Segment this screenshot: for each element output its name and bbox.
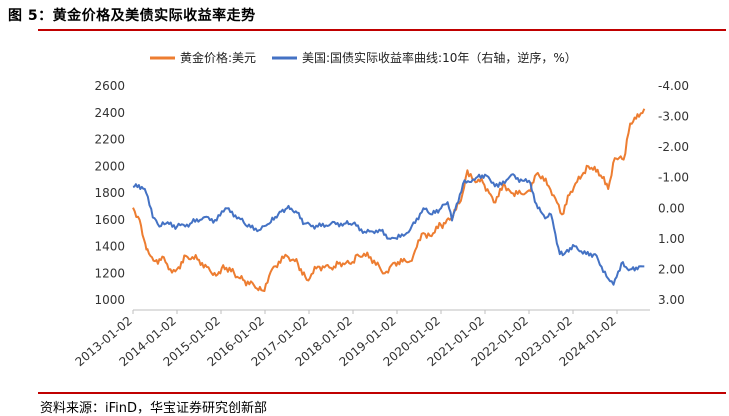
left-tick-label: 2400 [94,106,125,120]
left-axis-ticks: 2600 2400 2200 2000 1800 1600 1400 1200 1000 [94,79,125,307]
source-rule [38,392,726,394]
right-tick-label: -4.00 [658,79,689,93]
right-tick-label: 1.00 [658,232,685,246]
series-layer [132,108,646,292]
left-tick-label: 2200 [94,133,125,147]
legend-label-gold: 黄金价格:美元 [180,50,256,65]
left-tick-label: 1400 [94,240,125,254]
legend-label-yield: 美国:国债实际收益率曲线:10年（右轴，逆序，%） [302,50,577,65]
legend: 黄金价格:美元 美国:国债实际收益率曲线:10年（右轴，逆序，%） [150,50,577,65]
source-note: 资料来源：iFinD，华宝证券研究创新部 [40,401,268,416]
left-tick-label: 2600 [94,79,125,93]
right-tick-label: -1.00 [658,171,689,185]
x-axis: 2013-01-022014-01-022015-01-022016-01-02… [72,309,650,369]
figure-title: 图 5：黄金价格及美债实际收益率走势 [8,8,256,24]
right-tick-label: 2.00 [658,262,685,276]
left-tick-label: 1200 [94,266,125,280]
right-tick-label: 0.00 [658,201,685,215]
title-rule [38,29,726,31]
left-tick-label: 1000 [94,293,125,307]
left-tick-label: 1800 [94,186,125,200]
dual-axis-line-chart: 黄金价格:美元 美国:国债实际收益率曲线:10年（右轴，逆序，%） 2600 24… [72,50,689,369]
right-tick-label: 3.00 [658,293,685,307]
left-tick-label: 1600 [94,213,125,227]
real-yield-line [132,173,645,286]
left-tick-label: 2000 [94,159,125,173]
right-axis-ticks: -4.00 -3.00 -2.00 -1.00 0.00 1.00 2.00 3.00 [658,79,689,307]
right-tick-label: -2.00 [658,140,689,154]
gold-price-line [132,108,646,292]
right-tick-label: -3.00 [658,110,689,124]
